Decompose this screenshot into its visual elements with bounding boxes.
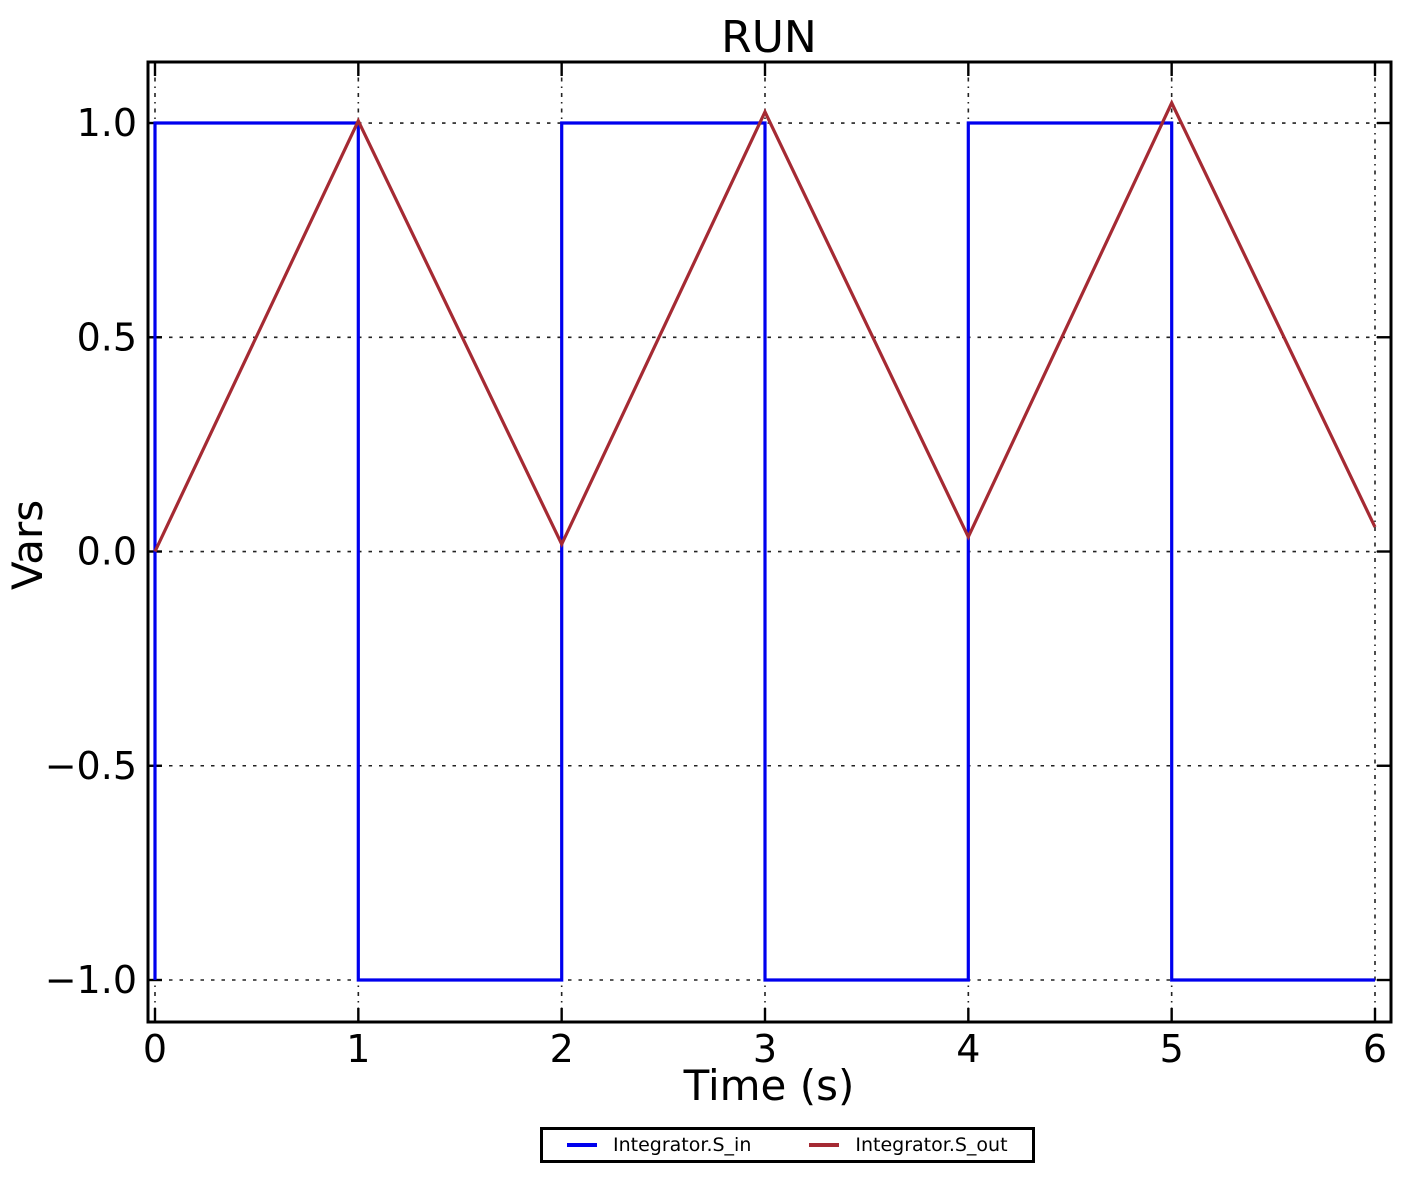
series-lines (153, 99, 1377, 982)
x-axis-label: Time (s) (683, 1061, 855, 1110)
legend-line-sample-s-in (567, 1143, 597, 1147)
x-tick-label: 1 (346, 1027, 370, 1071)
y-tick-label: −1.0 (45, 958, 137, 1002)
x-tick-label: 4 (956, 1027, 980, 1071)
legend-item-s-out: Integrator.S_out (809, 1134, 1008, 1156)
gridlines (148, 62, 1391, 1022)
plot-frame (146, 60, 1393, 1024)
y-tick-label: 1.0 (77, 101, 137, 145)
series-integrator-s-out-line (153, 99, 1377, 553)
legend: Integrator.S_in Integrator.S_out (540, 1127, 1035, 1163)
axis-ticks (148, 62, 1391, 1022)
y-tick-label: −0.5 (45, 744, 137, 788)
x-tick-label: 5 (1160, 1027, 1184, 1071)
chart-title: RUN (721, 12, 817, 63)
x-tick-label: 6 (1363, 1027, 1387, 1071)
y-tick-label: 0.5 (77, 315, 137, 359)
y-axis-label: Vars (3, 500, 52, 590)
legend-label-s-in: Integrator.S_in (613, 1134, 752, 1156)
legend-line-sample-s-out (809, 1143, 840, 1147)
legend-label-s-out: Integrator.S_out (855, 1134, 1008, 1156)
y-tick-labels: −1.0 −0.5 0.0 0.5 1.0 (45, 101, 137, 1002)
legend-item-s-in: Integrator.S_in (567, 1134, 751, 1156)
y-tick-label: 0.0 (77, 530, 137, 574)
x-tick-label: 2 (550, 1027, 574, 1071)
x-tick-label: 3 (753, 1027, 777, 1071)
x-tick-labels: 0 1 2 3 4 5 6 (143, 1027, 1387, 1071)
x-tick-label: 0 (143, 1027, 167, 1071)
